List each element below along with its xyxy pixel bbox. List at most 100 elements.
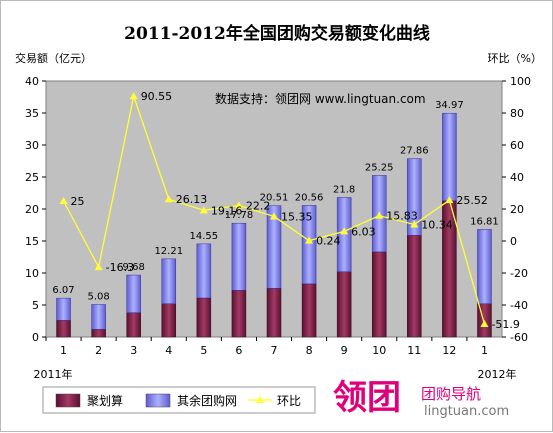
bar-others <box>336 197 352 272</box>
bar-juhuasuan <box>336 271 352 338</box>
bar-juhuasuan <box>56 320 71 338</box>
legend-swatch-others <box>145 393 171 408</box>
legend-label-juhuasuan: 聚划算 <box>87 393 123 408</box>
ratio-point <box>234 201 243 209</box>
bar-juhuasuan <box>91 329 106 338</box>
right-tick-label: 60 <box>510 139 524 152</box>
total-value-label: 6.07 <box>52 285 74 296</box>
bar-juhuasuan <box>266 288 282 338</box>
ratio-point <box>340 227 349 235</box>
ratio-value-label: 0.24 <box>316 235 341 248</box>
total-value-label: 12.21 <box>154 246 183 257</box>
ratio-point <box>480 320 489 328</box>
ratio-value-label: 26.13 <box>176 193 208 206</box>
ratio-point <box>270 212 278 220</box>
ratio-value-label: -16.3 <box>106 261 134 274</box>
data-labels: 6.07 5.08 9.68 12.21 14.55 17.78 20.51 20.56 21.… <box>52 90 520 331</box>
x-category-label: 6 <box>235 344 242 357</box>
left-tick-label: 0 <box>32 331 39 344</box>
right-axis-ticks: -60 -40 -20 0 20 40 60 80 100 <box>502 75 531 344</box>
ratio-value-label: 15.35 <box>281 210 313 223</box>
left-axis-ticks: 0 5 10 15 20 25 30 35 40 <box>25 75 46 344</box>
bar-others <box>407 158 422 236</box>
x-category-label: 12 <box>442 344 456 357</box>
x-category-label: 10 <box>372 344 386 357</box>
right-tick-label: -40 <box>510 299 528 312</box>
watermark: 数据支持：领团网 www.lingtuan.com <box>215 91 426 106</box>
x-category-label: 7 <box>271 344 278 357</box>
x-axis-categories: 1 2 3 4 5 6 7 8 9 10 11 12 1 <box>60 344 488 357</box>
left-tick-label: 10 <box>25 267 39 280</box>
bar-others <box>126 274 141 313</box>
total-value-label: 16.81 <box>470 216 499 227</box>
bar-others <box>442 112 457 201</box>
right-tick-label: -60 <box>510 331 528 344</box>
ratio-point <box>445 196 454 204</box>
left-tick-label: 35 <box>25 107 39 120</box>
total-value-label: 20.56 <box>295 192 324 203</box>
ratio-value-label: 6.03 <box>351 225 376 238</box>
total-value-label: 20.51 <box>260 193 289 204</box>
left-tick-label: 30 <box>25 139 39 152</box>
x-category-label: 3 <box>130 344 137 357</box>
bar-juhuasuan <box>126 312 141 338</box>
right-tick-label: 40 <box>510 171 524 184</box>
bar-juhuasuan <box>231 290 247 338</box>
bar-others <box>56 297 71 321</box>
legend: 聚划算 其余团购网 环比 <box>42 386 316 414</box>
ratio-value-label: 25.52 <box>456 194 488 207</box>
bar-others <box>196 243 212 299</box>
right-tick-label: -20 <box>510 267 528 280</box>
legend-marker-ratio <box>256 396 264 403</box>
logo-mark: 领团 <box>333 378 401 418</box>
right-tick-label: 0 <box>510 235 517 248</box>
ratio-value-label: -51.9 <box>491 318 519 331</box>
left-tick-label: 20 <box>25 203 39 216</box>
left-axis-label: 交易额（亿元） <box>15 51 92 65</box>
bar-others <box>477 229 492 304</box>
bar-others <box>301 205 317 285</box>
total-value-label: 27.86 <box>400 146 429 157</box>
total-value-label: 14.55 <box>190 231 219 242</box>
x-category-label: 5 <box>200 344 207 357</box>
ratio-value-label: 19.16 <box>211 204 243 217</box>
total-value-label: 21.8 <box>333 184 355 195</box>
chart-title: 2011-2012年全国团购交易额变化曲线 <box>124 23 430 44</box>
ratio-point <box>59 197 68 204</box>
x-category-label: 9 <box>341 344 348 357</box>
total-value-label: 5.08 <box>87 291 109 302</box>
bar-juhuasuan <box>371 251 387 338</box>
left-tick-label: 15 <box>25 235 39 248</box>
year-label-2011: 2011年 <box>34 367 73 381</box>
left-tick-label: 5 <box>32 299 39 312</box>
ratio-value-label: 25 <box>71 195 85 208</box>
x-category-label: 8 <box>306 344 313 357</box>
bar-others <box>231 222 247 291</box>
total-value-label: 25.25 <box>365 162 394 173</box>
total-value-label: 9.68 <box>123 262 145 273</box>
ratio-point <box>199 206 208 214</box>
right-tick-label: 20 <box>510 203 524 216</box>
legend-swatch-juhuasuan <box>55 393 81 408</box>
x-category-label: 2 <box>95 344 102 357</box>
x-category-label: 4 <box>165 344 172 357</box>
bar-juhuasuan <box>407 234 422 338</box>
bar-juhuasuan <box>301 283 317 338</box>
ratio-value-label: 15.83 <box>386 210 418 223</box>
right-tick-label: 100 <box>510 75 531 88</box>
right-axis-label: 环比（%） <box>488 52 542 65</box>
bar-others <box>91 304 106 330</box>
x-category-label: 1 <box>481 344 488 357</box>
left-tick-label: 25 <box>25 171 39 184</box>
ratio-value-label: 10.34 <box>421 218 453 231</box>
ratio-point <box>305 236 314 244</box>
total-value-label: 17.78 <box>225 210 254 221</box>
ratio-point <box>375 211 384 219</box>
ratio-value-label: 90.55 <box>141 90 173 103</box>
right-tick-label: 80 <box>510 107 524 120</box>
bars <box>45 112 492 341</box>
lingtuan-logo: 领团 团购导航 lingtuan.com <box>333 378 509 419</box>
total-value-label: 34.97 <box>435 100 464 111</box>
ratio-line <box>59 92 489 328</box>
